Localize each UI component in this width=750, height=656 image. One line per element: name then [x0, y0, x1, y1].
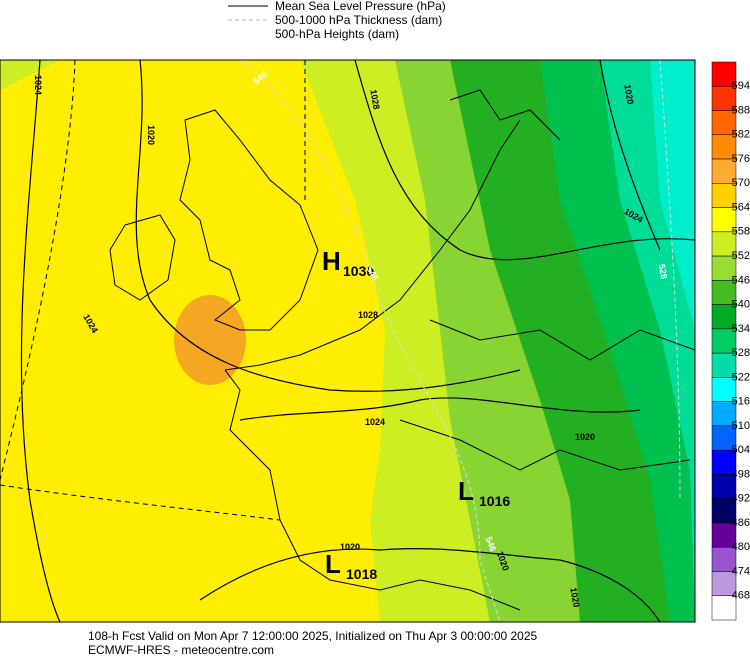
colorbar-label: 516: [732, 396, 750, 408]
center-symbol: H: [322, 246, 341, 276]
isobars: [20, 60, 695, 622]
center-symbol: L: [325, 549, 341, 579]
colorbar-label: 522: [732, 371, 750, 383]
colorbar-label: 510: [732, 420, 750, 432]
colorbar-cell: [711, 522, 737, 548]
colorbar-label: 558: [732, 226, 750, 238]
contour-label: 1028: [368, 89, 381, 110]
center-symbol: L: [458, 476, 474, 506]
contour-label: 1020: [575, 432, 595, 442]
legend-text: Mean Sea Level Pressure (hPa): [275, 0, 446, 13]
legend-text: 500-hPa Heights (dam): [275, 27, 399, 41]
contour-label: 528: [657, 263, 669, 280]
legend-text: 500-1000 hPa Thickness (dam): [275, 13, 442, 27]
colorbar-cell: [711, 401, 737, 427]
colorbar-label: 486: [732, 517, 750, 529]
colorbar-cell: [711, 474, 737, 499]
colorbar-cell: [711, 86, 737, 111]
colorbar-label: 564: [732, 201, 750, 213]
coastlines: [109, 89, 695, 611]
footer-text: ECMWF-HRES - meteocentre.com: [88, 643, 274, 656]
colorbar-label: 492: [732, 493, 750, 505]
colorbar-label: 540: [732, 299, 750, 311]
colorbar-label: 588: [732, 104, 750, 116]
colorbar-cell: [711, 377, 737, 402]
colorbar-label: 576: [732, 153, 750, 165]
colorbar-cell: [711, 595, 737, 621]
colorbar-label: 498: [732, 468, 750, 480]
colorbar-cell: [711, 546, 737, 572]
thickness-contours: [239, 60, 681, 622]
colorbar-cell: [711, 449, 737, 475]
colorbar-label: 534: [732, 323, 750, 335]
contour-label: 1020: [146, 125, 156, 145]
colorbar-label: 504: [732, 444, 750, 456]
contour-label: 1024: [33, 75, 43, 95]
colorbar: 594 588 582 576 570 564 558 552 546 540 534 528 522 5…: [711, 61, 750, 621]
colorbar-cell: [711, 425, 737, 451]
contour-label: 1028: [358, 310, 378, 320]
colorbar-label: 582: [732, 129, 750, 141]
colorbar-cell: [711, 571, 737, 596]
colorbar-cell: [711, 110, 737, 136]
colorbar-cell: [711, 498, 737, 524]
colorbar-cell: [711, 304, 737, 330]
colorbar-label: 594: [732, 80, 750, 92]
contour-label: 1020: [568, 587, 581, 608]
colorbar-label: 528: [732, 347, 750, 359]
center-value: 1016: [479, 493, 510, 509]
colorbar-cell: [711, 231, 737, 257]
colorbar-cell: [711, 352, 737, 378]
colorbar-cell: [711, 207, 737, 233]
center-value: 1030: [343, 263, 374, 279]
height-contours: [0, 60, 306, 521]
colorbar-label: 480: [732, 541, 750, 553]
center-value: 1018: [346, 566, 377, 582]
map-frame: [0, 59, 696, 623]
colorbar-cell: [711, 61, 737, 87]
legend: Mean Sea Level Pressure (hPa) 500-1000 h…: [228, 0, 446, 41]
colorbar-label: 468: [732, 590, 750, 602]
colorbar-label: 546: [732, 274, 750, 286]
contour-label: 1020: [622, 84, 635, 105]
contour-label: 1020: [340, 542, 360, 552]
colorbar-label: 552: [732, 250, 750, 262]
warm-spot: [174, 295, 246, 385]
contour-label: 1024: [365, 417, 385, 427]
colorbar-label: 474: [732, 565, 750, 577]
footer-text: 108-h Fcst Valid on Mon Apr 7 12:00:00 2…: [88, 629, 538, 643]
colorbar-label: 570: [732, 177, 750, 189]
contour-label: 546: [484, 535, 499, 553]
colorbar-cell: [711, 134, 737, 160]
